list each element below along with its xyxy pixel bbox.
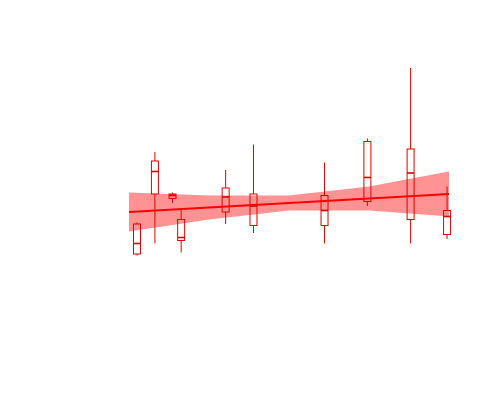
box-group-4 (177, 209, 186, 253)
box-group-8 (363, 138, 372, 206)
confidence-band-layer (129, 171, 449, 232)
box-group-3 (168, 192, 177, 203)
box (133, 223, 141, 255)
box-group-10 (443, 186, 452, 239)
box (177, 219, 186, 241)
box (221, 187, 230, 213)
box (150, 160, 159, 195)
box-layer (133, 68, 452, 256)
trend-line-layer (128, 193, 450, 213)
box-group-5 (221, 170, 230, 224)
box-group-9 (406, 68, 415, 244)
box (249, 193, 258, 226)
box (363, 141, 372, 202)
box-group-2 (150, 152, 159, 244)
confidence-band (129, 171, 449, 232)
trend-line (128, 193, 450, 213)
box (406, 148, 415, 220)
box (443, 210, 452, 235)
box-group-1 (133, 222, 141, 256)
box-group-6 (249, 144, 258, 233)
box-group-7 (320, 162, 329, 244)
